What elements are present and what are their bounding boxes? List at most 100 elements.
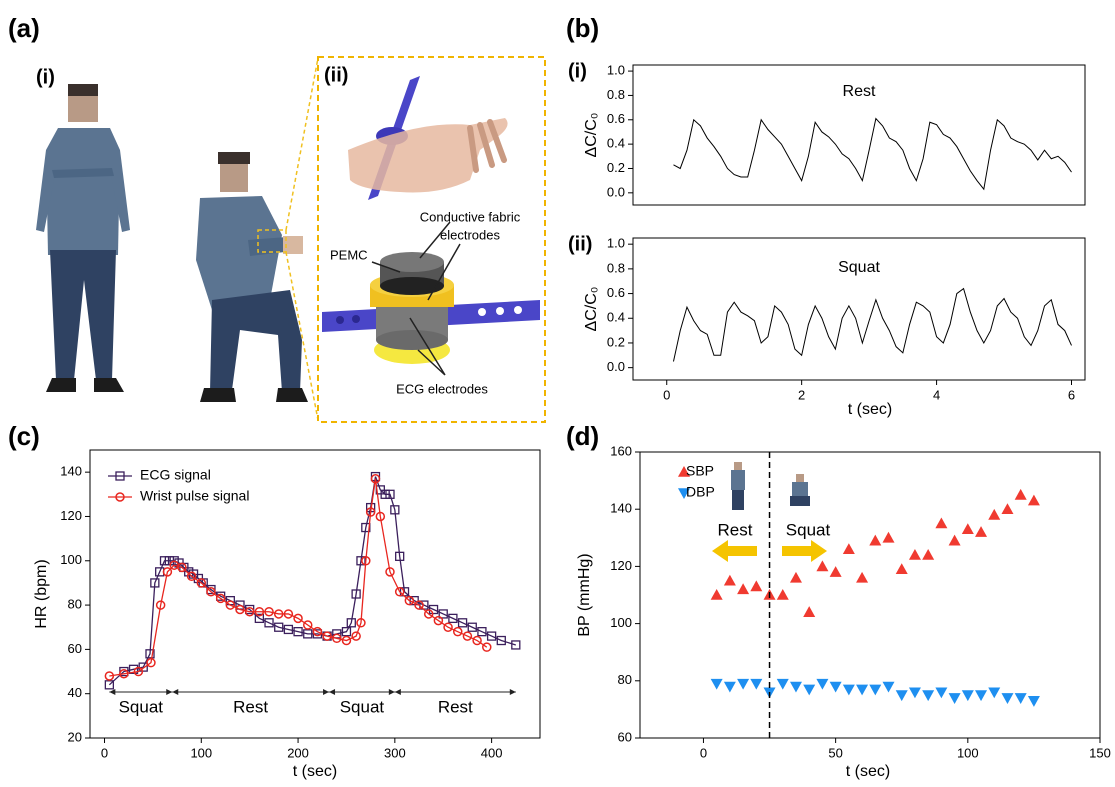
marker bbox=[988, 687, 1000, 698]
y-tick-label: 100 bbox=[60, 552, 82, 567]
marker bbox=[922, 549, 934, 560]
y-tick-label: 80 bbox=[618, 672, 632, 687]
marker bbox=[962, 523, 974, 534]
panel-label: (d) bbox=[566, 421, 599, 451]
y-tick-label: 0.6 bbox=[607, 285, 625, 300]
marker bbox=[724, 575, 736, 586]
figure: (a) (b) (c) (d) (i) (ii) bbox=[0, 0, 1115, 787]
marker bbox=[790, 572, 802, 583]
y-axis-label: ΔC/C₀ bbox=[583, 287, 600, 332]
y-tick-label: 0.0 bbox=[607, 359, 625, 374]
wristband-illustration bbox=[322, 76, 540, 375]
y-tick-label: 120 bbox=[60, 508, 82, 523]
marker bbox=[1015, 489, 1027, 500]
marker bbox=[975, 690, 987, 701]
callout: PEMC bbox=[330, 247, 368, 262]
y-tick-label: 0.4 bbox=[607, 310, 625, 325]
y-tick-label: 0.6 bbox=[607, 111, 625, 126]
series-line bbox=[673, 119, 1071, 190]
marker bbox=[711, 589, 723, 600]
marker bbox=[737, 583, 749, 594]
marker bbox=[724, 682, 736, 693]
arrow-head bbox=[395, 689, 401, 695]
marker bbox=[883, 682, 895, 693]
x-axis-label: t (sec) bbox=[293, 763, 337, 780]
arrow-head bbox=[510, 689, 516, 695]
y-tick-label: 100 bbox=[610, 615, 632, 630]
panel-label: (c) bbox=[8, 421, 40, 451]
y-axis-label: HR (bpm) bbox=[33, 559, 50, 628]
arrow-head bbox=[323, 689, 329, 695]
series-line bbox=[673, 289, 1071, 362]
y-tick-label: 0.2 bbox=[607, 334, 625, 349]
shirt bbox=[46, 128, 120, 255]
x-tick-label: 100 bbox=[190, 745, 212, 760]
marker bbox=[711, 679, 723, 690]
marker bbox=[869, 685, 881, 696]
marker bbox=[790, 682, 802, 693]
arrow-head bbox=[389, 689, 395, 695]
standing-person bbox=[36, 84, 130, 392]
x-tick-label: 6 bbox=[1068, 387, 1075, 402]
x-axis-label: t (sec) bbox=[846, 763, 890, 780]
marker bbox=[935, 687, 947, 698]
series-line bbox=[109, 477, 515, 685]
marker bbox=[816, 679, 828, 690]
y-tick-label: 120 bbox=[610, 558, 632, 573]
annotation: Squat bbox=[786, 520, 831, 539]
x-tick-label: 0 bbox=[663, 387, 670, 402]
marker bbox=[1015, 693, 1027, 704]
x-tick-label: 4 bbox=[933, 387, 940, 402]
panel-label: (a) bbox=[8, 13, 40, 43]
marker bbox=[816, 560, 828, 571]
panel-label: (b) bbox=[566, 13, 599, 43]
sub-label: (i) bbox=[568, 60, 587, 82]
marker bbox=[843, 685, 855, 696]
marker bbox=[935, 518, 947, 529]
annotation: Rest bbox=[718, 520, 753, 539]
marker bbox=[803, 685, 815, 696]
legend-label: SBP bbox=[686, 463, 714, 479]
y-tick-label: 1.0 bbox=[607, 63, 625, 78]
series-line bbox=[109, 479, 486, 676]
zoom-frame bbox=[318, 57, 545, 422]
callout: electrodes bbox=[440, 227, 500, 242]
x-tick-label: 300 bbox=[384, 745, 406, 760]
sub-label: (ii) bbox=[568, 233, 592, 255]
y-tick-label: 0.4 bbox=[607, 136, 625, 151]
y-tick-label: 140 bbox=[610, 501, 632, 516]
marker bbox=[750, 679, 762, 690]
arrow-left bbox=[712, 540, 757, 562]
x-tick-label: 200 bbox=[287, 745, 309, 760]
marker bbox=[856, 572, 868, 583]
y-tick-label: 0.8 bbox=[607, 87, 625, 102]
marker bbox=[896, 563, 908, 574]
arrow-head bbox=[109, 689, 115, 695]
shoes bbox=[200, 388, 308, 402]
jeans bbox=[50, 250, 116, 380]
arrow-head bbox=[166, 689, 172, 695]
legend-label: ECG signal bbox=[140, 467, 211, 483]
marker bbox=[737, 679, 749, 690]
marker bbox=[896, 690, 908, 701]
y-tick-label: 160 bbox=[610, 443, 632, 458]
x-tick-label: 50 bbox=[828, 745, 842, 760]
marker bbox=[883, 532, 895, 543]
marker bbox=[949, 535, 961, 546]
sub-label: (ii) bbox=[324, 64, 348, 86]
marker bbox=[909, 687, 921, 698]
arrow-right bbox=[782, 540, 827, 562]
marker bbox=[962, 690, 974, 701]
rest-icon bbox=[731, 462, 745, 510]
phase-label: Rest bbox=[438, 697, 473, 716]
x-tick-label: 400 bbox=[481, 745, 503, 760]
marker bbox=[830, 566, 842, 577]
y-tick-label: 0.2 bbox=[607, 160, 625, 175]
y-tick-label: 40 bbox=[68, 685, 82, 700]
y-axis-label: ΔC/C₀ bbox=[583, 113, 600, 158]
x-tick-label: 2 bbox=[798, 387, 805, 402]
y-tick-label: 140 bbox=[60, 464, 82, 479]
callout: ECG electrodes bbox=[396, 381, 488, 396]
sub-label: (i) bbox=[36, 66, 55, 88]
y-tick-label: 20 bbox=[68, 729, 82, 744]
